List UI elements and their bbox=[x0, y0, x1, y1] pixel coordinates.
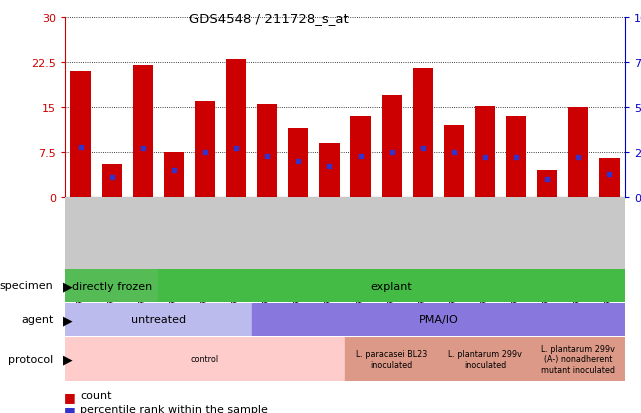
Text: explant: explant bbox=[370, 281, 413, 291]
Text: specimen: specimen bbox=[0, 281, 54, 291]
Bar bbox=[288, 129, 308, 197]
Bar bbox=[195, 102, 215, 197]
Bar bbox=[568, 108, 588, 197]
Bar bbox=[438, 337, 531, 380]
Bar bbox=[133, 66, 153, 197]
Text: count: count bbox=[80, 390, 112, 400]
Bar bbox=[71, 72, 90, 197]
Text: agent: agent bbox=[21, 315, 54, 325]
Bar bbox=[164, 153, 184, 197]
Bar bbox=[319, 144, 340, 197]
Text: protocol: protocol bbox=[8, 354, 54, 364]
Bar bbox=[257, 105, 278, 197]
Text: directly frozen: directly frozen bbox=[72, 281, 152, 291]
Text: L. plantarum 299v
(A-) nonadherent
mutant inoculated: L. plantarum 299v (A-) nonadherent mutan… bbox=[542, 344, 615, 374]
Bar bbox=[531, 337, 625, 380]
Bar bbox=[444, 126, 464, 197]
Bar bbox=[413, 69, 433, 197]
Bar bbox=[101, 165, 122, 197]
Bar bbox=[65, 303, 252, 336]
Text: percentile rank within the sample: percentile rank within the sample bbox=[80, 404, 268, 413]
Bar bbox=[65, 337, 345, 380]
Bar bbox=[381, 96, 402, 197]
Bar bbox=[226, 60, 246, 197]
Bar bbox=[65, 269, 158, 302]
Bar bbox=[475, 107, 495, 197]
Text: L. plantarum 299v
inoculated: L. plantarum 299v inoculated bbox=[448, 349, 522, 369]
Text: ■: ■ bbox=[64, 390, 76, 403]
Bar bbox=[599, 159, 620, 197]
Text: ▶: ▶ bbox=[63, 353, 73, 366]
Bar bbox=[345, 337, 438, 380]
Text: ■: ■ bbox=[64, 404, 76, 413]
Text: L. paracasei BL23
inoculated: L. paracasei BL23 inoculated bbox=[356, 349, 428, 369]
Text: GDS4548 / 211728_s_at: GDS4548 / 211728_s_at bbox=[189, 12, 349, 25]
Text: ▶: ▶ bbox=[63, 313, 73, 326]
Bar bbox=[506, 117, 526, 197]
Bar bbox=[252, 303, 625, 336]
Bar bbox=[351, 117, 370, 197]
Bar bbox=[158, 269, 625, 302]
Text: untreated: untreated bbox=[131, 315, 186, 325]
Text: ▶: ▶ bbox=[63, 279, 73, 292]
Text: control: control bbox=[191, 355, 219, 363]
Text: PMA/IO: PMA/IO bbox=[419, 315, 458, 325]
Bar bbox=[537, 171, 557, 197]
